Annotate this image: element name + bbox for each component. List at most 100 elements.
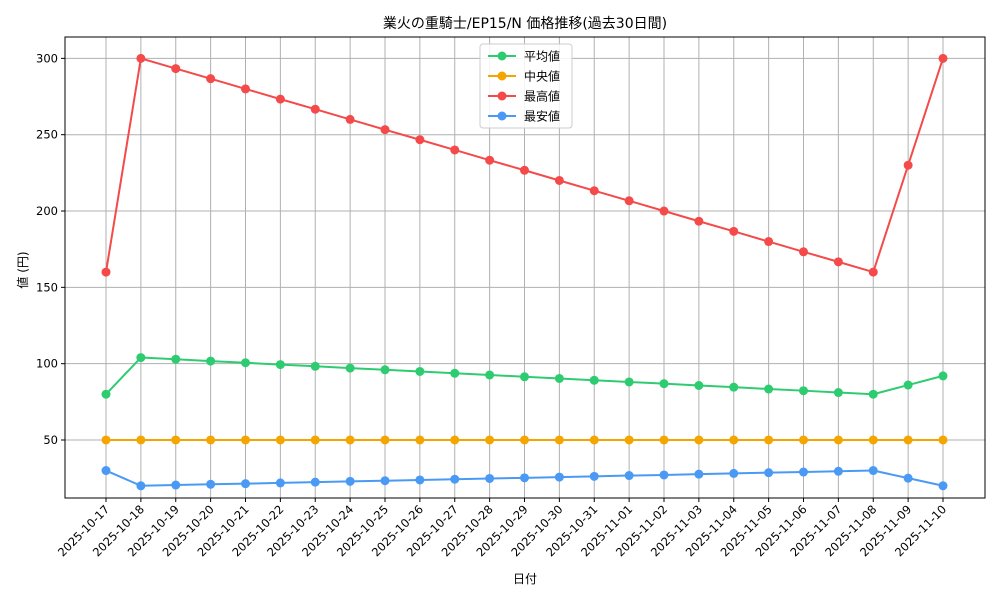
data-point [380, 125, 390, 135]
data-point [206, 356, 216, 366]
data-point [415, 475, 425, 485]
data-point [485, 155, 495, 165]
data-point [729, 226, 739, 236]
data-point [345, 476, 355, 486]
legend-label: 平均値 [524, 49, 560, 64]
data-point [729, 435, 739, 445]
data-point [833, 466, 843, 476]
data-point [275, 478, 285, 488]
data-point [241, 435, 250, 445]
data-point [275, 360, 285, 370]
data-point [764, 435, 774, 445]
data-point [450, 145, 460, 155]
data-point [520, 473, 529, 483]
data-point [380, 435, 390, 445]
data-point [589, 375, 599, 385]
data-point [206, 74, 216, 84]
data-point [136, 353, 146, 363]
data-point [938, 481, 948, 491]
data-point [310, 361, 320, 371]
y-tick-label: 300 [36, 51, 58, 65]
data-point [903, 435, 913, 445]
y-axis-label: 値 (円) [15, 251, 30, 288]
x-axis-label: 日付 [513, 572, 537, 586]
x-axis: 2025-10-172025-10-182025-10-192025-10-20… [55, 498, 949, 559]
data-point [799, 247, 808, 257]
legend-marker-icon [497, 111, 507, 121]
data-point [136, 435, 146, 445]
data-point [589, 186, 599, 196]
data-point [694, 435, 704, 445]
data-point [694, 380, 704, 390]
legend-label: 中央値 [524, 69, 560, 84]
data-point [729, 382, 739, 392]
data-point [450, 474, 460, 484]
data-point [868, 267, 878, 277]
data-point [589, 471, 599, 481]
y-axis: 50 100 150 200 250 300 [36, 51, 65, 447]
data-point [799, 386, 808, 396]
data-point [136, 53, 146, 63]
data-point [171, 354, 181, 364]
legend-item: 最高値 [488, 89, 560, 104]
y-tick-label: 150 [36, 280, 58, 294]
data-point [868, 389, 878, 399]
data-point [659, 435, 669, 445]
legend-item: 中央値 [488, 69, 560, 84]
data-point [136, 481, 146, 491]
data-point [415, 435, 425, 445]
data-point [520, 165, 529, 175]
data-point [171, 435, 181, 445]
data-point [345, 114, 355, 124]
data-point [624, 471, 634, 481]
chart-title: 業火の重騎士/EP15/N 価格推移(過去30日間) [383, 16, 667, 32]
data-point [485, 435, 495, 445]
data-point [171, 64, 181, 74]
data-point [624, 435, 634, 445]
data-point [624, 196, 634, 206]
y-tick-label: 100 [36, 357, 58, 371]
data-point [345, 435, 355, 445]
data-point [833, 435, 843, 445]
data-point [415, 135, 425, 145]
data-point [450, 368, 460, 378]
data-point [101, 389, 111, 399]
legend-box [479, 43, 573, 129]
legend-marker-icon [497, 91, 507, 101]
data-point [659, 206, 669, 216]
data-point [275, 94, 285, 104]
data-point [659, 470, 669, 480]
data-point [554, 373, 564, 383]
legend-marker-icon [497, 51, 507, 61]
data-point [729, 468, 739, 478]
data-point [554, 175, 564, 185]
data-point [520, 372, 529, 382]
data-point [938, 371, 948, 381]
y-tick-label: 50 [43, 433, 58, 447]
legend-marker-icon [497, 71, 507, 81]
data-point [799, 467, 808, 477]
data-point [903, 160, 913, 170]
data-point [868, 435, 878, 445]
data-point [938, 53, 948, 63]
data-point [833, 257, 843, 267]
data-point [903, 473, 913, 483]
data-point [206, 479, 216, 489]
series-0 [101, 353, 948, 399]
y-tick-label: 250 [36, 128, 58, 142]
data-point [310, 435, 320, 445]
data-point [868, 466, 878, 476]
data-point [310, 477, 320, 487]
data-point [450, 435, 460, 445]
data-point [380, 476, 390, 486]
series-1 [101, 435, 948, 445]
data-point [764, 384, 774, 394]
legend-item: 平均値 [488, 49, 560, 64]
legend-label: 最安値 [524, 109, 560, 124]
data-point [345, 363, 355, 373]
data-point [241, 358, 250, 368]
data-series [101, 53, 948, 491]
